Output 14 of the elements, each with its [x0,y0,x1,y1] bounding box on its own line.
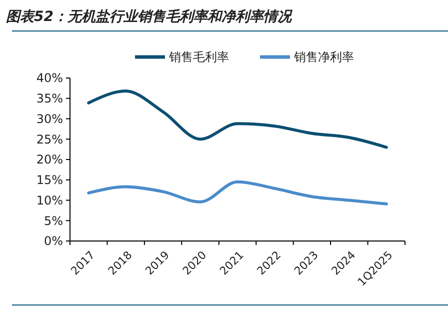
y-tick-label: 20% [36,152,63,167]
y-tick-label: 0% [44,234,63,248]
y-tick-label: 35% [36,92,63,106]
line-series [87,90,388,149]
legend-label: 销售毛利率 [168,50,229,64]
y-tick-label: 25% [36,132,63,146]
y-tick-label: 10% [36,193,63,208]
line-series [87,180,388,206]
y-tick-label: 30% [36,112,63,126]
y-tick-label: 15% [36,173,63,188]
legend-label: 销售净利率 [293,50,354,64]
y-tick-label: 40% [36,71,63,86]
chart-title: 图表52：无机盐行业销售毛利率和净利率情况 [6,8,294,25]
y-tick-label: 5% [44,214,63,228]
